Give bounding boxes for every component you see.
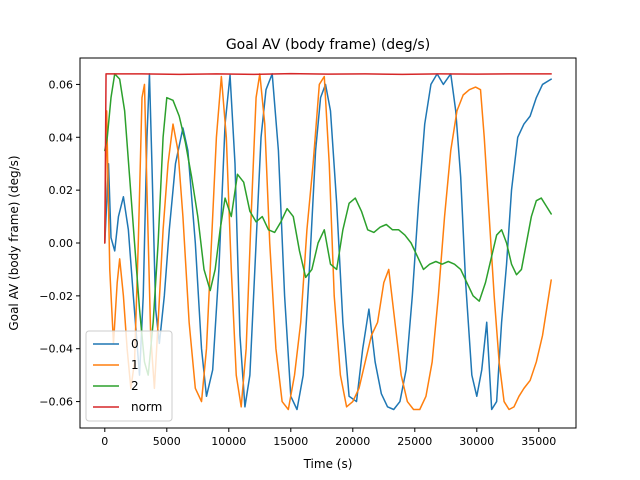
y-axis-label: Goal AV (body frame) (deg/s) — [7, 155, 21, 330]
y-tick-label: 0.06 — [49, 78, 74, 91]
y-tick-label: −0.06 — [39, 396, 73, 409]
x-tick-label: 15000 — [273, 435, 308, 448]
series-line-3 — [104, 72, 552, 244]
y-tick-label: 0.02 — [49, 184, 74, 197]
y-tick-label: 0.04 — [49, 131, 74, 144]
x-axis-ticks: 0 5000 10000 15000 20000 25000 30000 35000 — [101, 428, 556, 448]
x-tick-label: 20000 — [335, 435, 370, 448]
x-tick-label: 5000 — [153, 435, 181, 448]
legend-label-2: 2 — [131, 379, 139, 393]
series-line-2 — [104, 73, 552, 376]
y-tick-label: 0.00 — [49, 237, 74, 250]
legend-label-0: 0 — [131, 337, 139, 351]
x-tick-label: 25000 — [397, 435, 432, 448]
legend-label-1: 1 — [131, 358, 139, 372]
y-axis-ticks: −0.06 −0.04 −0.02 0.00 0.02 0.04 0.06 — [39, 78, 80, 409]
legend: 0 1 2 norm — [85, 330, 173, 422]
x-tick-label: 0 — [101, 435, 108, 448]
x-tick-label: 30000 — [459, 435, 494, 448]
chart-title: Goal AV (body frame) (deg/s) — [226, 37, 430, 53]
x-tick-label: 10000 — [211, 435, 246, 448]
y-tick-label: −0.04 — [39, 343, 73, 356]
x-axis-label: Time (s) — [303, 457, 353, 471]
legend-label-3: norm — [131, 400, 162, 414]
y-tick-label: −0.02 — [39, 290, 73, 303]
legend-box — [85, 330, 173, 422]
x-tick-label: 35000 — [521, 435, 556, 448]
